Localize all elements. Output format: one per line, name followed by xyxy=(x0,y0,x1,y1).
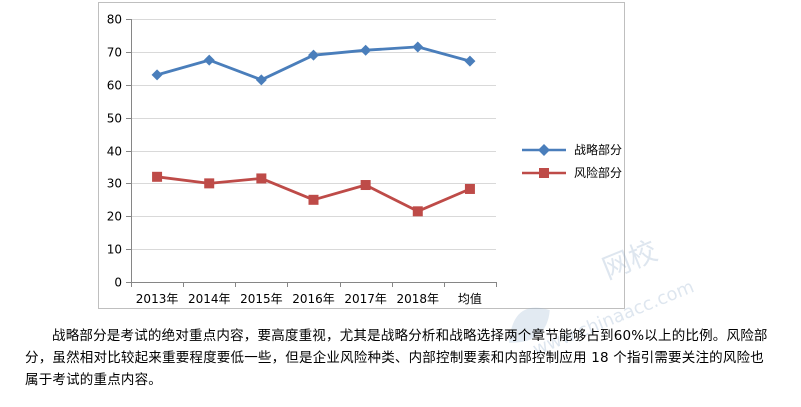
legend-swatch-series-1 xyxy=(520,143,568,157)
gridlines xyxy=(131,19,496,250)
data-point-series-1 xyxy=(360,44,372,56)
legend: 战略部分 风险部分 xyxy=(520,138,622,184)
y-tick-label: 60 xyxy=(107,79,122,93)
y-tick-label: 20 xyxy=(107,210,122,224)
data-point-series-2 xyxy=(412,206,423,217)
y-tick-label: 0 xyxy=(114,276,122,290)
data-point-series-2 xyxy=(464,183,475,194)
legend-label-series-1: 战略部分 xyxy=(574,143,623,157)
data-point-series-1 xyxy=(308,49,319,61)
data-point-series-1 xyxy=(464,55,476,67)
data-point-series-2 xyxy=(152,171,163,182)
series-line-2 xyxy=(156,175,471,213)
description-paragraph: 战略部分是考试的绝对重点内容，要高度重视，尤其是战略分析和战略选择两个章节能够占… xyxy=(25,325,777,391)
y-tick-label: 40 xyxy=(107,145,122,159)
x-tick-label: 2014年 xyxy=(188,292,231,306)
y-tick-labels: 0 10 20 30 40 50 60 70 80 xyxy=(107,13,122,290)
x-tick-label: 2017年 xyxy=(344,292,387,306)
x-tick-label: 2018年 xyxy=(397,292,440,306)
x-tick-label: 2016年 xyxy=(292,292,335,306)
x-tick-labels: 2013年 2014年 2015年 2016年 2017年 2018年 均值 xyxy=(136,291,482,306)
axes xyxy=(126,19,497,287)
description-text: 战略部分是考试的绝对重点内容，要高度重视，尤其是战略分析和战略选择两个章节能够占… xyxy=(25,328,768,388)
data-point-series-1 xyxy=(412,41,424,53)
legend-item-series-1: 战略部分 xyxy=(520,138,622,161)
data-point-series-1 xyxy=(151,69,163,81)
data-point-series-1 xyxy=(255,74,267,86)
legend-item-series-2: 风险部分 xyxy=(520,161,622,184)
y-tick-label: 80 xyxy=(107,13,122,27)
data-point-series-1 xyxy=(203,54,215,66)
x-tick-label: 均值 xyxy=(458,291,482,306)
data-point-series-2 xyxy=(256,173,267,184)
chart-frame xyxy=(98,2,625,309)
data-point-series-2 xyxy=(308,194,319,205)
data-point-series-2 xyxy=(204,178,215,189)
legend-label-series-2: 风险部分 xyxy=(574,166,623,180)
data-point-series-2 xyxy=(360,180,371,191)
series xyxy=(151,41,476,217)
y-tick-label: 30 xyxy=(107,177,122,191)
y-tick-label: 70 xyxy=(107,46,122,60)
y-tick-label: 10 xyxy=(107,243,122,257)
legend-swatch-series-2 xyxy=(520,166,568,180)
y-tick-label: 50 xyxy=(107,112,122,126)
x-tick-label: 2015年 xyxy=(240,292,283,306)
x-tick-label: 2013年 xyxy=(136,292,179,306)
